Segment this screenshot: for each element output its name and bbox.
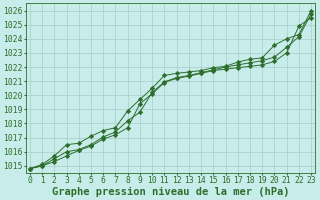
X-axis label: Graphe pression niveau de la mer (hPa): Graphe pression niveau de la mer (hPa) [52, 186, 289, 197]
